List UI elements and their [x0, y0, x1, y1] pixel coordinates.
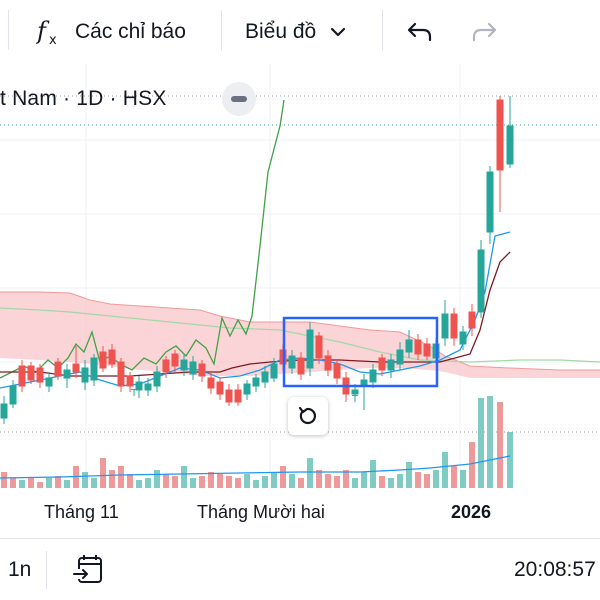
candle: [153, 366, 161, 392]
candle: [126, 372, 134, 392]
candle: [459, 326, 467, 350]
ichimoku-cloud: [0, 292, 600, 378]
candle: [369, 364, 377, 388]
top-toolbar: f x Các chỉ báo Biểu đồ: [0, 0, 600, 64]
candle: [189, 356, 197, 380]
fx-icon: f x: [36, 17, 64, 47]
chart-type-label: Biểu đồ: [245, 20, 317, 43]
candle: [506, 96, 514, 168]
volume-bars: [1, 396, 513, 488]
candle: [207, 372, 215, 394]
symbol-label[interactable]: t Nam · 1D · HSX: [0, 87, 167, 110]
chart-type-dropdown[interactable]: Biểu đồ: [245, 0, 346, 64]
redo-button[interactable]: [470, 0, 498, 64]
x-axis-label-dec: Tháng Mười hai: [197, 502, 325, 522]
candle: [468, 304, 476, 336]
candle: [333, 360, 341, 384]
candle: [99, 346, 107, 372]
candle: [72, 346, 80, 378]
candle: [378, 354, 386, 376]
candle: [441, 300, 449, 346]
toolbar-divider: [382, 10, 383, 50]
volume-ma-line: [0, 455, 511, 479]
candle: [171, 350, 179, 372]
bottom-toolbar: 1n 20:08:57: [0, 539, 600, 600]
candle: [225, 384, 233, 406]
candle: [18, 360, 26, 392]
svg-text:T: T: [351, 394, 359, 405]
date-range-button[interactable]: [72, 539, 106, 600]
candle: [477, 240, 485, 318]
price-chart[interactable]: T T T: [0, 64, 600, 538]
collapse-icon: [231, 96, 247, 102]
candle: [270, 358, 278, 382]
indicators-button[interactable]: f x Các chỉ báo: [36, 0, 186, 64]
toolbar-divider: [8, 10, 9, 50]
candle: [288, 350, 296, 374]
range-button-1y[interactable]: 1n: [8, 557, 32, 581]
redo-icon: [470, 20, 498, 44]
x-axis-label-nov: Tháng 11: [44, 502, 119, 522]
candle: [36, 364, 44, 388]
candle: [496, 96, 504, 212]
undo-icon: [406, 20, 434, 44]
indicators-label: Các chỉ báo: [75, 20, 186, 43]
reset-icon: [297, 405, 319, 427]
conversion-line: [0, 231, 511, 389]
candle: [306, 322, 314, 376]
undo-button[interactable]: [406, 0, 434, 64]
candle: [387, 354, 395, 378]
toolbar-divider: [221, 10, 222, 50]
candle: [144, 378, 152, 396]
candle: [216, 378, 224, 400]
pivot-markers: T T T: [130, 388, 359, 405]
svg-text:T: T: [144, 388, 152, 399]
candle: [486, 166, 494, 244]
base-line: [0, 251, 511, 377]
candle: [180, 354, 188, 376]
candle: [261, 366, 269, 388]
candle: [423, 338, 431, 360]
candle: [234, 384, 242, 406]
candle: [315, 332, 323, 364]
candle: [117, 358, 125, 392]
svg-text:T: T: [130, 388, 138, 399]
candle: [81, 360, 89, 390]
x-axis-label-2026: 2026: [451, 502, 492, 522]
calendar-arrow-icon: [72, 553, 106, 587]
candle: [450, 308, 458, 346]
reset-chart-button[interactable]: [288, 397, 328, 435]
candle: [108, 344, 116, 368]
candle: [360, 374, 368, 410]
bottom-toolbar-divider: [46, 551, 47, 589]
candle: [162, 356, 170, 378]
candle: [324, 350, 332, 376]
candle: [252, 374, 260, 392]
svg-text:f: f: [36, 17, 50, 45]
selection-box[interactable]: [282, 316, 439, 388]
senkou-span-a: [0, 291, 600, 371]
candle: [198, 360, 206, 382]
candle: [27, 362, 35, 384]
candle: [54, 358, 62, 380]
candle: [63, 364, 71, 388]
candle: [405, 330, 413, 358]
clock-time: 20:08:57: [514, 557, 596, 581]
svg-text:x: x: [49, 33, 57, 47]
candle: [45, 372, 53, 392]
collapse-button[interactable]: [222, 82, 256, 116]
candle: [414, 334, 422, 360]
bottom-divider: [0, 538, 600, 539]
candle: [243, 380, 251, 400]
candle: [297, 352, 305, 380]
chevron-down-icon: [330, 26, 346, 38]
candle: [396, 342, 404, 370]
candle: [135, 376, 143, 398]
candle: [90, 354, 98, 386]
candle: [9, 380, 17, 408]
candle: [0, 396, 8, 424]
